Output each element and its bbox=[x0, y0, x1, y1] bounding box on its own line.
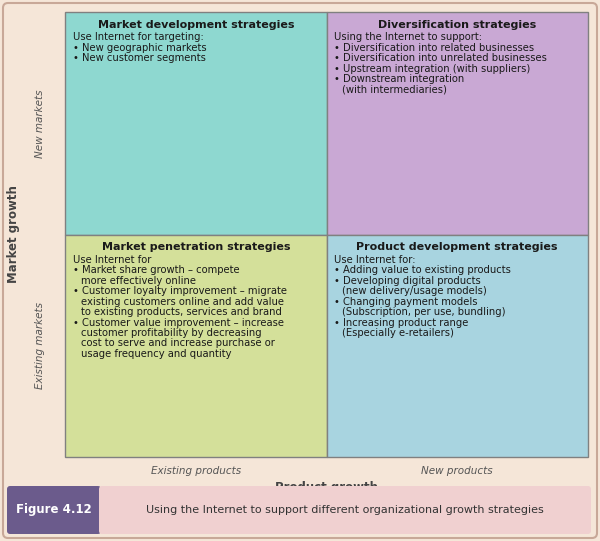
FancyBboxPatch shape bbox=[326, 234, 588, 457]
Text: • Diversification into related businesses: • Diversification into related businesse… bbox=[335, 43, 535, 53]
FancyBboxPatch shape bbox=[65, 12, 326, 234]
Text: Figure 4.12: Figure 4.12 bbox=[16, 504, 92, 517]
Text: New markets: New markets bbox=[35, 89, 45, 157]
FancyBboxPatch shape bbox=[3, 3, 597, 538]
FancyBboxPatch shape bbox=[99, 486, 591, 534]
Text: Product growth: Product growth bbox=[275, 480, 378, 493]
Text: New products: New products bbox=[421, 466, 493, 476]
Text: • Changing payment models: • Changing payment models bbox=[335, 296, 478, 307]
Text: Market development strategies: Market development strategies bbox=[97, 20, 294, 30]
Text: Use Internet for targeting:: Use Internet for targeting: bbox=[73, 32, 204, 42]
Text: • New geographic markets: • New geographic markets bbox=[73, 43, 206, 53]
Text: • Customer value improvement – increase: • Customer value improvement – increase bbox=[73, 318, 284, 327]
Text: Using the Internet to support:: Using the Internet to support: bbox=[335, 32, 482, 42]
FancyBboxPatch shape bbox=[326, 12, 588, 234]
Text: (Subscription, per use, bundling): (Subscription, per use, bundling) bbox=[343, 307, 506, 317]
Text: • Adding value to existing products: • Adding value to existing products bbox=[335, 265, 511, 275]
Text: Product development strategies: Product development strategies bbox=[356, 242, 558, 253]
Text: • New customer segments: • New customer segments bbox=[73, 53, 206, 63]
Text: • Diversification into unrelated businesses: • Diversification into unrelated busines… bbox=[335, 53, 547, 63]
Text: (with intermediaries): (with intermediaries) bbox=[343, 84, 448, 95]
Text: • Increasing product range: • Increasing product range bbox=[335, 318, 469, 327]
Text: Diversification strategies: Diversification strategies bbox=[378, 20, 536, 30]
FancyBboxPatch shape bbox=[7, 486, 101, 534]
Text: • Developing digital products: • Developing digital products bbox=[335, 276, 481, 286]
Text: • Customer loyalty improvement – migrate: • Customer loyalty improvement – migrate bbox=[73, 286, 287, 296]
Text: • Market share growth – compete: • Market share growth – compete bbox=[73, 265, 239, 275]
Text: • Upstream integration (with suppliers): • Upstream integration (with suppliers) bbox=[335, 64, 531, 74]
Text: Use Internet for:: Use Internet for: bbox=[335, 255, 416, 265]
Text: Market penetration strategies: Market penetration strategies bbox=[101, 242, 290, 253]
Text: Using the Internet to support different organizational growth strategies: Using the Internet to support different … bbox=[146, 505, 544, 515]
Text: Existing products: Existing products bbox=[151, 466, 241, 476]
Text: Use Internet for: Use Internet for bbox=[73, 255, 151, 265]
Text: usage frequency and quantity: usage frequency and quantity bbox=[81, 349, 232, 359]
Text: more effectively online: more effectively online bbox=[81, 276, 196, 286]
FancyBboxPatch shape bbox=[65, 234, 326, 457]
Text: to existing products, services and brand: to existing products, services and brand bbox=[81, 307, 282, 317]
Text: Existing markets: Existing markets bbox=[35, 302, 45, 390]
Text: Market growth: Market growth bbox=[7, 186, 20, 283]
Text: existing customers online and add value: existing customers online and add value bbox=[81, 296, 284, 307]
Text: cost to serve and increase purchase or: cost to serve and increase purchase or bbox=[81, 339, 275, 348]
Text: • Downstream integration: • Downstream integration bbox=[335, 74, 465, 84]
Text: customer profitability by decreasing: customer profitability by decreasing bbox=[81, 328, 262, 338]
Text: (Especially e-retailers): (Especially e-retailers) bbox=[343, 328, 454, 338]
Text: (new delivery/usage models): (new delivery/usage models) bbox=[343, 286, 487, 296]
